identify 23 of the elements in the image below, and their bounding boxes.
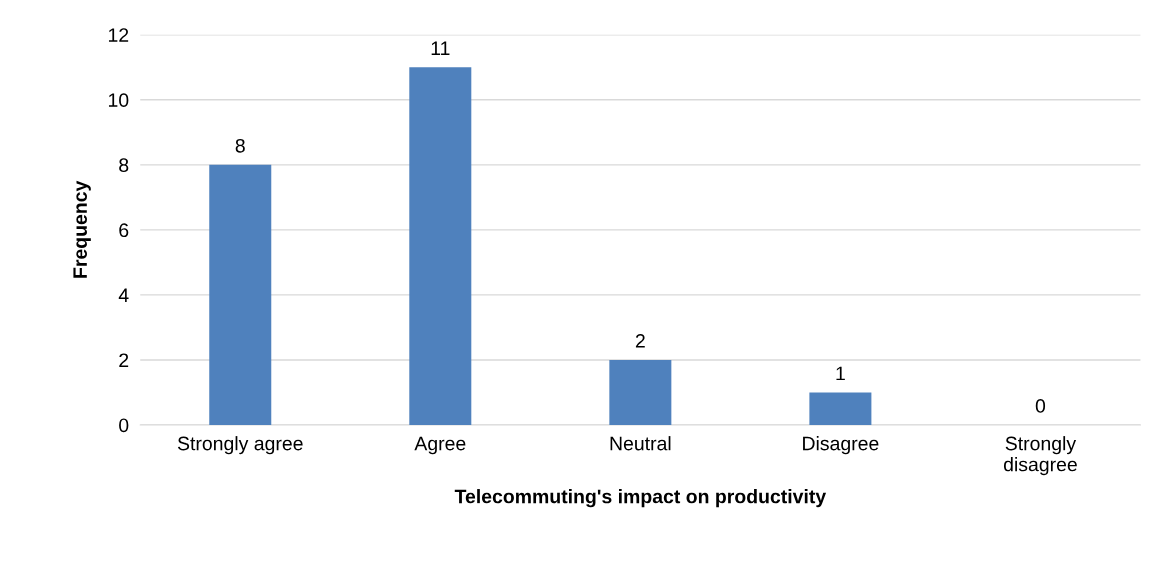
y-tick-label: 8 [119, 158, 129, 173]
data-label: 1 [836, 366, 845, 381]
x-tick-label: Neutral [610, 436, 671, 451]
y-tick-label: 4 [118, 288, 129, 302]
data-label: 2 [635, 334, 645, 348]
y-axis-title: Frequency [73, 180, 91, 278]
y-tick-label: 0 [119, 418, 129, 433]
y-tick-label: 6 [119, 223, 129, 238]
x-tick-label: Strongly disagree [1003, 436, 1077, 476]
x-tick-label: Agree [414, 436, 466, 455]
x-tick-label: Disagree [803, 436, 879, 455]
y-tick-label: 12 [108, 28, 129, 42]
data-label: 0 [1035, 399, 1046, 413]
y-tick-label: 2 [119, 353, 129, 367]
data-label: 11 [431, 41, 450, 55]
x-tick-label: Strongly agree [177, 436, 303, 455]
bar [809, 392, 872, 425]
x-axis-title: Telecommuting's impact on productivity [454, 489, 827, 508]
bar [609, 359, 672, 425]
y-tick-label: 10 [108, 93, 129, 108]
bar [209, 164, 272, 425]
bar [409, 67, 472, 425]
data-label: 8 [235, 138, 245, 153]
